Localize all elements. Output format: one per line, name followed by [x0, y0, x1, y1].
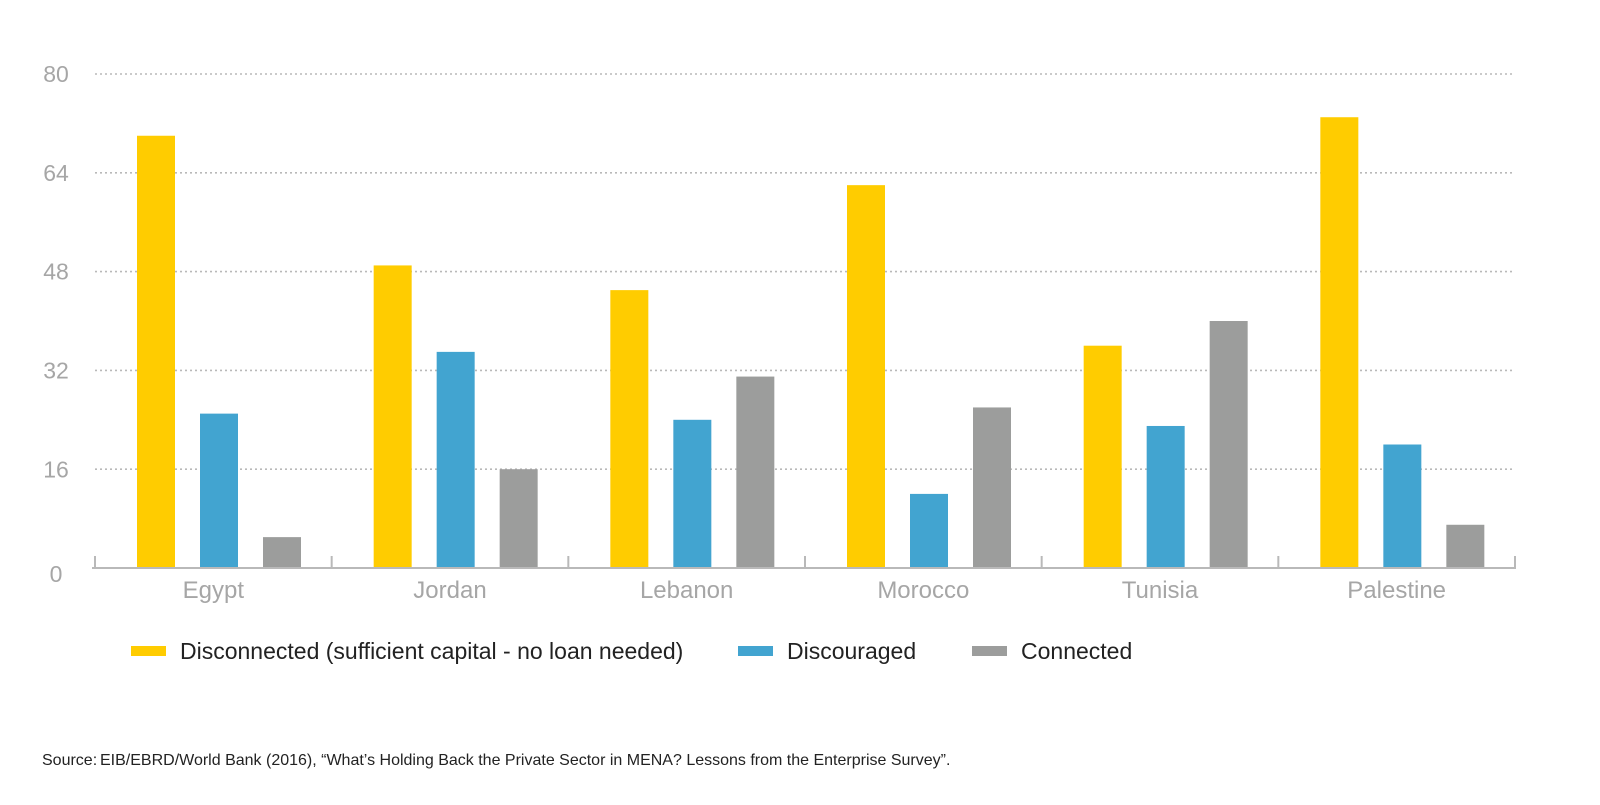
bar-lebanon-2: [673, 419, 712, 568]
y-axis-ticks: 0 16 32 48 64 80: [43, 61, 69, 587]
y-tick-label: 48: [43, 259, 69, 285]
bar-tunisia-1: [1083, 345, 1122, 568]
bars: [137, 117, 1485, 568]
bar-lebanon-3: [736, 376, 775, 568]
bar-palestine-3: [1446, 524, 1485, 568]
bar-morocco-3: [973, 407, 1011, 568]
bar-palestine-1: [1320, 117, 1359, 568]
legend-swatch: [972, 646, 1007, 656]
x-tick-label: Morocco: [877, 577, 969, 604]
legend: Disconnected (sufficient capital - no lo…: [131, 638, 1132, 664]
source-note: Source: EIB/EBRD/World Bank (2016), “What…: [42, 752, 950, 770]
legend-label: Disconnected (sufficient capital - no lo…: [180, 638, 683, 664]
bar-morocco-2: [910, 493, 948, 568]
y-tick-label: 16: [43, 456, 69, 482]
x-axis: Egypt Jordan Lebanon Morocco Tunisia Palestin…: [92, 556, 1516, 604]
bar-morocco-1: [847, 185, 885, 568]
y-tick-label: 80: [43, 61, 69, 87]
bar-tunisia-3: [1209, 321, 1248, 568]
legend-swatch: [131, 646, 166, 656]
x-tick-label: Egypt: [183, 577, 245, 604]
legend-label: Discouraged: [787, 638, 916, 664]
bar-tunisia-2: [1146, 425, 1185, 568]
bar-egypt-2: [200, 413, 238, 568]
x-tick-label: Tunisia: [1122, 577, 1199, 604]
bar-jordan-1: [373, 265, 412, 568]
legend-swatch: [738, 646, 773, 656]
y-tick-label: 32: [43, 357, 69, 383]
x-tick-label: Palestine: [1347, 577, 1446, 604]
bar-jordan-3: [499, 469, 538, 568]
x-tick-label: Jordan: [413, 577, 486, 604]
bar-palestine-2: [1383, 444, 1422, 568]
bar-jordan-2: [436, 351, 475, 568]
source-citation: EIB/EBRD/World Bank (2016), “What’s Hold…: [100, 752, 951, 769]
bar-egypt-1: [137, 135, 175, 568]
legend-label: Connected: [1021, 638, 1132, 664]
bar-egypt-3: [263, 537, 301, 568]
x-tick-label: Lebanon: [640, 577, 733, 604]
y-tick-label: 64: [43, 160, 69, 186]
y-tick-label: 0: [50, 561, 63, 587]
gridlines: [95, 73, 1515, 471]
source-prefix: Source:: [42, 752, 98, 769]
bar-lebanon-1: [610, 290, 649, 568]
